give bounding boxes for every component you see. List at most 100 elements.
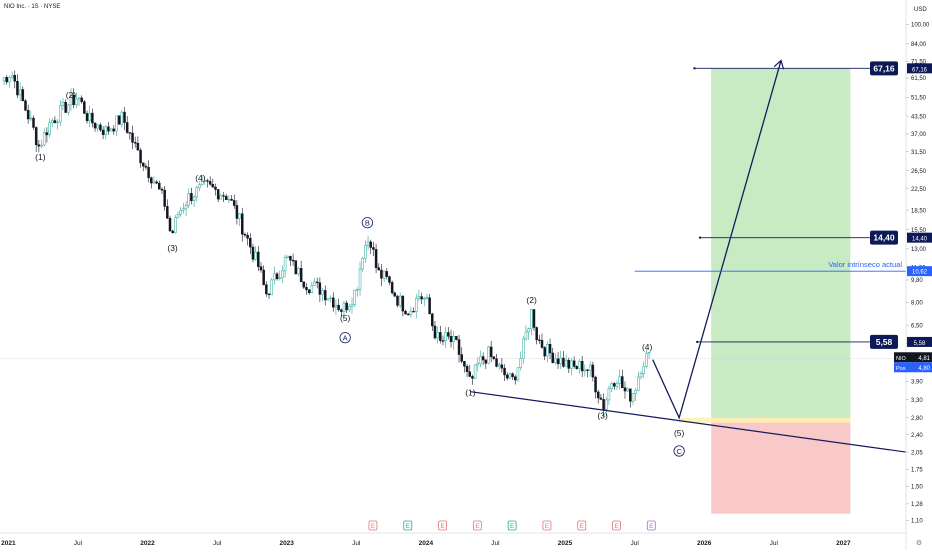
time-tick-label: 2023 [279, 540, 294, 547]
candle-body [34, 127, 38, 145]
candle-body [139, 149, 142, 164]
candle-body [345, 302, 348, 311]
earnings-badge[interactable] [438, 520, 447, 531]
candle-body [125, 122, 129, 133]
candle-body [195, 187, 199, 198]
settings-icon[interactable]: ⚙ [916, 539, 922, 547]
candle-body [24, 100, 27, 111]
candle-body [257, 251, 260, 267]
candle-body [150, 177, 153, 184]
candle-body [109, 128, 113, 132]
wave-label: (5) [674, 428, 685, 438]
candle-body [227, 198, 231, 201]
candle-body [299, 267, 303, 283]
candle-body [401, 295, 405, 312]
earnings-badge[interactable] [646, 520, 656, 531]
candle-body [332, 297, 335, 308]
last-price-box [894, 352, 932, 363]
earnings-badge[interactable] [612, 520, 621, 531]
candle-body [642, 366, 645, 374]
candle-body [270, 279, 273, 296]
candle-body [431, 313, 434, 327]
price-axis-unit: USD [914, 7, 927, 13]
axis-target-box [907, 232, 932, 243]
candle-body [61, 102, 65, 106]
candle-body [56, 121, 59, 124]
circled-wave-marker [339, 332, 351, 344]
candle-body [310, 285, 314, 294]
price-tick-label: 8,00 [911, 301, 923, 307]
earnings-badge[interactable] [542, 520, 552, 531]
candle-body [540, 340, 544, 348]
candle-body [147, 167, 150, 178]
stop-zone [711, 417, 851, 514]
candle-body [366, 241, 370, 246]
candle-body [423, 297, 426, 300]
earnings-badge-letter: E [545, 524, 549, 530]
candle-body [273, 273, 276, 281]
candle-body [414, 298, 418, 312]
price-tick-label: 37,00 [911, 132, 927, 138]
candle-body [602, 399, 605, 410]
candle-body [613, 383, 616, 387]
time-tick-label: 2024 [419, 540, 434, 547]
candle-body [168, 218, 172, 232]
candle-body [238, 213, 241, 219]
candle-body [198, 184, 201, 188]
candle-body [388, 276, 391, 283]
candle-body [551, 352, 554, 363]
candle-body [219, 195, 223, 200]
target-line-anchor [693, 67, 696, 70]
candle-body [634, 389, 637, 394]
candle-body [315, 281, 319, 284]
candle-body [439, 332, 442, 341]
time-tick-label: 2021 [1, 540, 16, 547]
candle-body [117, 115, 121, 125]
candle-body [390, 282, 394, 294]
candle-body [80, 97, 83, 102]
candle-body [200, 181, 204, 185]
candle-body [182, 208, 185, 211]
time-tick-label: 2026 [697, 540, 712, 547]
earnings-badge[interactable] [472, 520, 482, 531]
candle-body [249, 237, 252, 248]
candle-body [107, 126, 110, 132]
candle-body [505, 374, 509, 379]
wave-label: (3) [597, 410, 608, 420]
candle-body [53, 120, 57, 123]
earnings-badge[interactable] [368, 520, 378, 531]
earnings-badge[interactable] [577, 520, 587, 531]
candle-body [361, 257, 364, 270]
earnings-badge[interactable] [403, 520, 413, 531]
candle-body [516, 367, 520, 381]
candle-body [618, 376, 621, 384]
intrinsic-value-text: Valor intrínseco actual [828, 260, 902, 269]
target-box [870, 230, 898, 245]
candle-body [350, 304, 354, 307]
candle-body [329, 297, 332, 299]
candle-body [59, 105, 62, 123]
candle-body [562, 357, 565, 367]
support-trendline [470, 391, 907, 453]
candle-body [543, 347, 546, 357]
earnings-badge[interactable] [507, 520, 517, 531]
candle-body [377, 267, 381, 271]
candle-body [50, 120, 54, 124]
candle-body [21, 89, 25, 102]
candle-body [356, 289, 359, 291]
circled-wave-label: B [365, 218, 370, 227]
candle-body [232, 200, 236, 206]
axis-target-value: 5,58 [914, 341, 926, 347]
candle-body [77, 97, 81, 100]
candle-body [216, 189, 220, 200]
candle-body [37, 144, 41, 147]
candle-body [449, 336, 453, 343]
earnings-badge-letter: E [580, 524, 584, 530]
candle-body [412, 311, 415, 313]
candle-body [532, 309, 536, 328]
candle-body [83, 101, 86, 114]
candle-body [548, 344, 552, 354]
axis-intrinsic-value: 10,62 [912, 270, 928, 276]
candle-body [514, 376, 517, 381]
